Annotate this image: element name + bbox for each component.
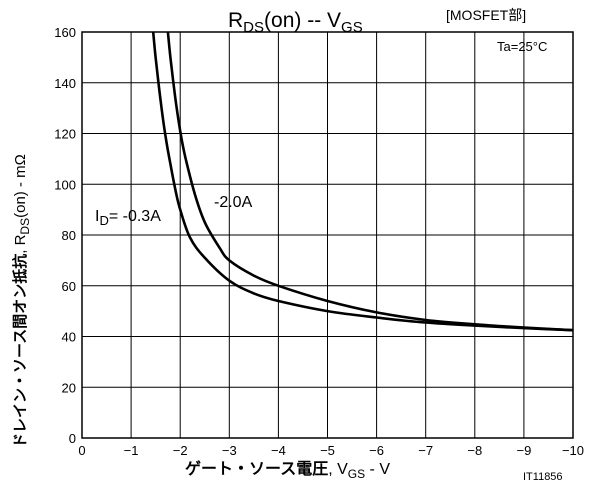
figure-code: IT11856	[523, 471, 563, 483]
annotation-id-high: -2.0A	[214, 194, 253, 211]
series-line	[166, 31, 574, 332]
y-tick-label: 0	[69, 431, 76, 446]
plot-frame	[81, 31, 574, 439]
y-tick-label: 100	[54, 177, 76, 192]
annotation-id-low: ID= -0.3A	[95, 208, 161, 228]
y-tick-label: 120	[54, 127, 76, 142]
y-tick-label: 160	[54, 25, 76, 40]
x-tick-label: −4	[271, 443, 286, 458]
y-tick-label: 140	[54, 76, 76, 91]
x-axis-label: ゲート・ソース電圧, VGS - V	[185, 459, 390, 481]
series-line	[151, 31, 574, 332]
x-tick-label: −7	[418, 443, 433, 458]
chart-title: RDS(on) -- VGS	[228, 9, 363, 36]
x-tick-label: −2	[173, 443, 188, 458]
y-axis-label: ドレイン・ソース間オン抵抗, RDS(on) - mΩ	[11, 154, 32, 448]
x-tick-label: −9	[516, 443, 531, 458]
x-tick-label: −8	[467, 443, 482, 458]
grid-lines	[82, 32, 573, 438]
x-tick-label: −6	[369, 443, 384, 458]
tick-labels: 0 −1 −2 −3 −4 −5 −6 −7 −8 −9 −10 0 20 40 60 80 100 120 140…	[54, 25, 584, 458]
y-tick-label: 80	[62, 228, 76, 243]
x-tick-label: −3	[222, 443, 237, 458]
y-tick-label: 20	[62, 380, 76, 395]
curves	[151, 31, 574, 332]
y-tick-label: 60	[62, 279, 76, 294]
x-tick-label: −5	[320, 443, 335, 458]
x-tick-label: −10	[562, 443, 584, 458]
condition-label: Ta=25°C	[497, 39, 547, 54]
x-tick-label: −1	[124, 443, 139, 458]
x-tick-label: 0	[78, 443, 85, 458]
chart-title-tag: [MOSFET部]	[446, 7, 526, 23]
y-tick-label: 40	[62, 330, 76, 345]
